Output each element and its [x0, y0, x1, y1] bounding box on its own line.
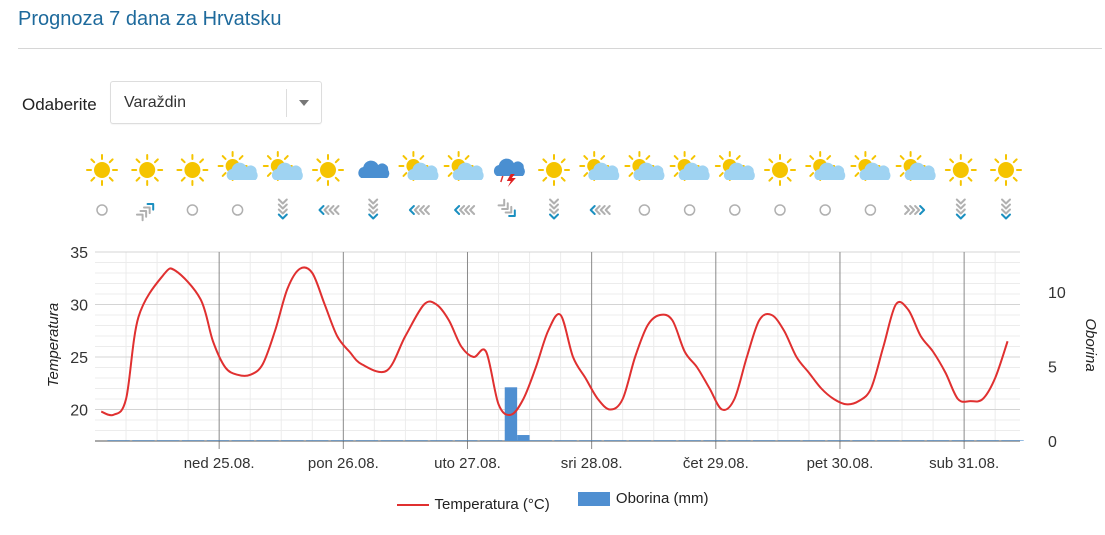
x-axis-ticks: ned 25.08. pon 26.08. uto 27.08. sri 28.08.… [184, 455, 999, 472]
select-divider [286, 89, 287, 117]
legend-label-temperature: Temperatura (°C) [434, 496, 550, 513]
precipitation-trace [405, 440, 428, 441]
precipitation-trace [206, 440, 230, 441]
precipitation-trace [281, 440, 304, 441]
y2-tick-label: 0 [1048, 434, 1057, 451]
precipitation-trace [827, 440, 850, 441]
precipitation-trace [852, 440, 875, 441]
x-tick-label: čet 29.08. [683, 455, 749, 472]
precipitation-trace [132, 440, 155, 441]
precipitation-trace [107, 440, 130, 441]
precipitation-trace [380, 440, 403, 441]
precipitation-trace [877, 440, 900, 441]
precipitation-bar [517, 435, 530, 441]
x-tick-label: sri 28.08. [561, 455, 623, 472]
x-tick-label: pon 26.08. [308, 455, 379, 472]
precipitation-trace [902, 440, 925, 441]
precipitation-trace [728, 440, 751, 441]
y2-axis-ticks: 0 5 10 [1048, 285, 1066, 451]
x-tick-label: sub 31.08. [929, 455, 999, 472]
forecast-chart: 20 25 30 35 0 5 10 ned 25.08. pon 26.08. uto 27… [45, 245, 1099, 472]
chevron-down-icon[interactable] [299, 100, 309, 106]
y-axis-label: Temperatura [45, 303, 62, 388]
minor-grid [95, 251, 1020, 441]
x-tick-label: uto 27.08. [434, 455, 501, 472]
chart-legend: Temperatura (°C) Oborina (mm) [0, 490, 1105, 513]
precipitation-trace [703, 440, 726, 441]
legend-label-precipitation: Oborina (mm) [615, 490, 709, 507]
location-select-value: Varaždin [124, 94, 186, 111]
precipitation-trace [653, 440, 677, 441]
y2-tick-label: 5 [1048, 359, 1057, 376]
legend-swatch-temperature [396, 503, 429, 506]
legend-item-precipitation[interactable]: Oborina (mm) [577, 490, 709, 507]
title-divider [18, 48, 1102, 49]
precipitation-trace [306, 440, 329, 441]
y-tick-label: 35 [70, 245, 88, 262]
precipitation-trace [330, 440, 354, 441]
precipitation-trace [529, 440, 552, 441]
location-select[interactable]: Varaždin [110, 81, 322, 124]
y-tick-label: 30 [70, 298, 88, 315]
precipitation-trace [579, 440, 602, 441]
precipitation-trace [554, 440, 577, 441]
precipitation-trace [777, 440, 801, 441]
precipitation-bars [107, 387, 1024, 441]
legend-swatch-precipitation [577, 491, 610, 506]
y2-axis-label: Oborina [1082, 318, 1099, 371]
precipitation-trace [1001, 440, 1024, 441]
x-tick-label: ned 25.08. [184, 455, 255, 472]
precipitation-trace [926, 440, 950, 441]
precipitation-trace [504, 440, 528, 441]
precipitation-trace [430, 440, 453, 441]
precipitation-trace [802, 440, 826, 441]
precipitation-trace [678, 440, 701, 441]
legend-item-temperature[interactable]: Temperatura (°C) [396, 496, 550, 513]
precipitation-trace [256, 440, 279, 441]
precipitation-trace [628, 440, 652, 441]
y-tick-label: 20 [70, 403, 88, 420]
precipitation-trace [604, 440, 627, 441]
precipitation-trace [455, 440, 478, 441]
precipitation-trace [157, 440, 180, 441]
location-select-label: Odaberite [22, 95, 97, 114]
x-tick-label: pet 30.08. [807, 455, 874, 472]
y-tick-label: 25 [70, 350, 88, 367]
precipitation-trace [479, 440, 503, 441]
precipitation-trace [976, 440, 999, 441]
precipitation-trace [753, 440, 776, 441]
precipitation-trace [355, 440, 379, 441]
y-axis-ticks: 20 25 30 35 [70, 245, 88, 420]
page-title: Prognoza 7 dana za Hrvatsku [18, 8, 282, 30]
precipitation-trace [231, 440, 254, 441]
temperature-line [100, 266, 1009, 417]
precipitation-trace [181, 440, 205, 441]
precipitation-trace [951, 440, 975, 441]
y2-tick-label: 10 [1048, 285, 1066, 302]
